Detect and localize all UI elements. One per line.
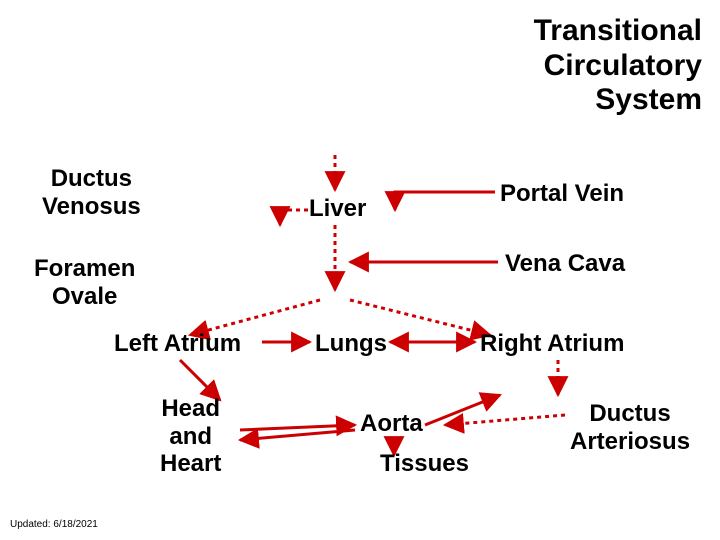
label-vena-cava: Vena Cava [505,250,625,278]
label-lungs: Lungs [315,330,387,358]
label-head-heart: Head and Heart [160,395,221,478]
label-tissues: Tissues [380,450,469,478]
label-liver: Liver [309,195,366,223]
label-aorta: Aorta [360,410,423,438]
updated-text: Updated: 6/18/2021 [10,519,98,530]
label-foramen-ovale: Foramen Ovale [34,255,135,310]
label-portal-vein: Portal Vein [500,180,624,208]
diagram-stage: Transitional Circulatory System Ductus V… [0,0,720,540]
label-left-atrium: Left Atrium [114,330,241,358]
page-title: Transitional Circulatory System [534,14,702,118]
label-ductus-arteriosus: Ductus Arteriosus [570,400,690,455]
label-right-atrium: Right Atrium [480,330,624,358]
label-ductus-venosus: Ductus Venosus [42,165,141,220]
